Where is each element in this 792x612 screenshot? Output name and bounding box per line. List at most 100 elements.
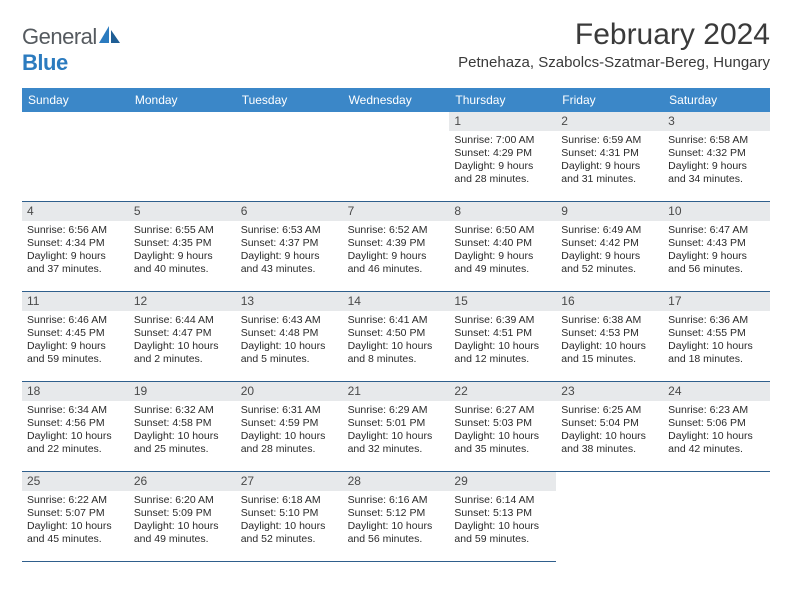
- day-number: 26: [129, 472, 236, 491]
- sunrise-line: Sunrise: 6:18 AM: [241, 494, 338, 507]
- sunset-line: Sunset: 4:45 PM: [27, 327, 124, 340]
- daylight-line: Daylight: 9 hours and 56 minutes.: [668, 250, 765, 276]
- day-content: Sunrise: 6:23 AMSunset: 5:06 PMDaylight:…: [663, 401, 770, 457]
- sunset-line: Sunset: 4:39 PM: [348, 237, 445, 250]
- header: GeneralBlue February 2024 Petnehaza, Sza…: [22, 18, 770, 76]
- day-content: Sunrise: 6:27 AMSunset: 5:03 PMDaylight:…: [449, 401, 556, 457]
- sunset-line: Sunset: 5:09 PM: [134, 507, 231, 520]
- day-cell: 10Sunrise: 6:47 AMSunset: 4:43 PMDayligh…: [663, 202, 770, 292]
- daylight-line: Daylight: 10 hours and 35 minutes.: [454, 430, 551, 456]
- day-content: Sunrise: 6:46 AMSunset: 4:45 PMDaylight:…: [22, 311, 129, 367]
- daylight-line: Daylight: 10 hours and 42 minutes.: [668, 430, 765, 456]
- sunrise-line: Sunrise: 6:41 AM: [348, 314, 445, 327]
- sunset-line: Sunset: 5:04 PM: [561, 417, 658, 430]
- sunrise-line: Sunrise: 6:50 AM: [454, 224, 551, 237]
- day-cell: 23Sunrise: 6:25 AMSunset: 5:04 PMDayligh…: [556, 382, 663, 472]
- daylight-line: Daylight: 10 hours and 59 minutes.: [454, 520, 551, 546]
- sunset-line: Sunset: 5:06 PM: [668, 417, 765, 430]
- day-cell: 28Sunrise: 6:16 AMSunset: 5:12 PMDayligh…: [343, 472, 450, 562]
- daylight-line: Daylight: 10 hours and 15 minutes.: [561, 340, 658, 366]
- day-cell: 27Sunrise: 6:18 AMSunset: 5:10 PMDayligh…: [236, 472, 343, 562]
- sunset-line: Sunset: 4:31 PM: [561, 147, 658, 160]
- daylight-line: Daylight: 9 hours and 43 minutes.: [241, 250, 338, 276]
- day-content: Sunrise: 6:41 AMSunset: 4:50 PMDaylight:…: [343, 311, 450, 367]
- empty-cell: [343, 112, 450, 202]
- day-cell: 17Sunrise: 6:36 AMSunset: 4:55 PMDayligh…: [663, 292, 770, 382]
- sunset-line: Sunset: 4:42 PM: [561, 237, 658, 250]
- sunset-line: Sunset: 4:40 PM: [454, 237, 551, 250]
- weekday-header: Tuesday: [236, 88, 343, 112]
- day-content: Sunrise: 6:50 AMSunset: 4:40 PMDaylight:…: [449, 221, 556, 277]
- daylight-line: Daylight: 9 hours and 59 minutes.: [27, 340, 124, 366]
- day-cell: 6Sunrise: 6:53 AMSunset: 4:37 PMDaylight…: [236, 202, 343, 292]
- day-content: Sunrise: 6:32 AMSunset: 4:58 PMDaylight:…: [129, 401, 236, 457]
- day-number: 12: [129, 292, 236, 311]
- day-number: 29: [449, 472, 556, 491]
- day-content: Sunrise: 6:56 AMSunset: 4:34 PMDaylight:…: [22, 221, 129, 277]
- sunrise-line: Sunrise: 6:29 AM: [348, 404, 445, 417]
- sunrise-line: Sunrise: 6:23 AM: [668, 404, 765, 417]
- day-content: Sunrise: 6:14 AMSunset: 5:13 PMDaylight:…: [449, 491, 556, 547]
- sunset-line: Sunset: 5:13 PM: [454, 507, 551, 520]
- sunset-line: Sunset: 4:37 PM: [241, 237, 338, 250]
- day-content: Sunrise: 6:38 AMSunset: 4:53 PMDaylight:…: [556, 311, 663, 367]
- month-title: February 2024: [458, 18, 770, 52]
- day-number: 16: [556, 292, 663, 311]
- sunrise-line: Sunrise: 6:32 AM: [134, 404, 231, 417]
- sunset-line: Sunset: 4:50 PM: [348, 327, 445, 340]
- sunrise-line: Sunrise: 6:55 AM: [134, 224, 231, 237]
- daylight-line: Daylight: 9 hours and 28 minutes.: [454, 160, 551, 186]
- sunset-line: Sunset: 4:59 PM: [241, 417, 338, 430]
- day-number: 23: [556, 382, 663, 401]
- day-cell: 15Sunrise: 6:39 AMSunset: 4:51 PMDayligh…: [449, 292, 556, 382]
- daylight-line: Daylight: 10 hours and 8 minutes.: [348, 340, 445, 366]
- day-content: Sunrise: 6:31 AMSunset: 4:59 PMDaylight:…: [236, 401, 343, 457]
- day-cell: 11Sunrise: 6:46 AMSunset: 4:45 PMDayligh…: [22, 292, 129, 382]
- sunrise-line: Sunrise: 6:20 AM: [134, 494, 231, 507]
- sunrise-line: Sunrise: 6:52 AM: [348, 224, 445, 237]
- sunset-line: Sunset: 5:12 PM: [348, 507, 445, 520]
- sunrise-line: Sunrise: 6:31 AM: [241, 404, 338, 417]
- sunrise-line: Sunrise: 6:43 AM: [241, 314, 338, 327]
- sunset-line: Sunset: 4:29 PM: [454, 147, 551, 160]
- day-number: 9: [556, 202, 663, 221]
- day-content: Sunrise: 6:44 AMSunset: 4:47 PMDaylight:…: [129, 311, 236, 367]
- day-content: Sunrise: 6:47 AMSunset: 4:43 PMDaylight:…: [663, 221, 770, 277]
- weekday-header: Saturday: [663, 88, 770, 112]
- day-number: 2: [556, 112, 663, 131]
- sunset-line: Sunset: 4:32 PM: [668, 147, 765, 160]
- daylight-line: Daylight: 10 hours and 56 minutes.: [348, 520, 445, 546]
- sunset-line: Sunset: 4:47 PM: [134, 327, 231, 340]
- day-cell: 16Sunrise: 6:38 AMSunset: 4:53 PMDayligh…: [556, 292, 663, 382]
- day-content: Sunrise: 6:16 AMSunset: 5:12 PMDaylight:…: [343, 491, 450, 547]
- day-content: Sunrise: 6:22 AMSunset: 5:07 PMDaylight:…: [22, 491, 129, 547]
- daylight-line: Daylight: 10 hours and 32 minutes.: [348, 430, 445, 456]
- sunset-line: Sunset: 4:43 PM: [668, 237, 765, 250]
- empty-cell: [22, 112, 129, 202]
- day-cell: 7Sunrise: 6:52 AMSunset: 4:39 PMDaylight…: [343, 202, 450, 292]
- day-content: Sunrise: 6:53 AMSunset: 4:37 PMDaylight:…: [236, 221, 343, 277]
- sunrise-line: Sunrise: 6:27 AM: [454, 404, 551, 417]
- daylight-line: Daylight: 10 hours and 18 minutes.: [668, 340, 765, 366]
- calendar-header-row: SundayMondayTuesdayWednesdayThursdayFrid…: [22, 88, 770, 112]
- day-cell: 9Sunrise: 6:49 AMSunset: 4:42 PMDaylight…: [556, 202, 663, 292]
- day-number: 24: [663, 382, 770, 401]
- sunset-line: Sunset: 5:07 PM: [27, 507, 124, 520]
- sunrise-line: Sunrise: 6:59 AM: [561, 134, 658, 147]
- day-cell: 12Sunrise: 6:44 AMSunset: 4:47 PMDayligh…: [129, 292, 236, 382]
- day-cell: 29Sunrise: 6:14 AMSunset: 5:13 PMDayligh…: [449, 472, 556, 562]
- sunrise-line: Sunrise: 6:38 AM: [561, 314, 658, 327]
- daylight-line: Daylight: 10 hours and 12 minutes.: [454, 340, 551, 366]
- day-cell: 24Sunrise: 6:23 AMSunset: 5:06 PMDayligh…: [663, 382, 770, 472]
- day-number: 11: [22, 292, 129, 311]
- day-cell: 18Sunrise: 6:34 AMSunset: 4:56 PMDayligh…: [22, 382, 129, 472]
- daylight-line: Daylight: 9 hours and 31 minutes.: [561, 160, 658, 186]
- day-number: 27: [236, 472, 343, 491]
- day-cell: 25Sunrise: 6:22 AMSunset: 5:07 PMDayligh…: [22, 472, 129, 562]
- day-content: Sunrise: 7:00 AMSunset: 4:29 PMDaylight:…: [449, 131, 556, 187]
- sunset-line: Sunset: 4:35 PM: [134, 237, 231, 250]
- sunrise-line: Sunrise: 7:00 AM: [454, 134, 551, 147]
- sunrise-line: Sunrise: 6:58 AM: [668, 134, 765, 147]
- day-cell: 14Sunrise: 6:41 AMSunset: 4:50 PMDayligh…: [343, 292, 450, 382]
- sunrise-line: Sunrise: 6:25 AM: [561, 404, 658, 417]
